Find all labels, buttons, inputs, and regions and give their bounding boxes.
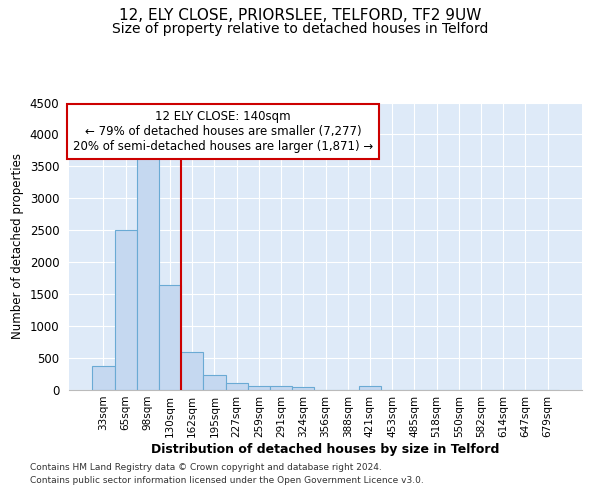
- Bar: [181, 352, 203, 390]
- Bar: [359, 386, 381, 390]
- X-axis label: Distribution of detached houses by size in Telford: Distribution of detached houses by size …: [151, 442, 500, 456]
- Bar: [226, 384, 248, 390]
- Bar: [203, 374, 226, 390]
- Text: Contains public sector information licensed under the Open Government Licence v3: Contains public sector information licen…: [30, 476, 424, 485]
- Text: Contains HM Land Registry data © Crown copyright and database right 2024.: Contains HM Land Registry data © Crown c…: [30, 462, 382, 471]
- Bar: [292, 387, 314, 390]
- Bar: [92, 366, 115, 390]
- Y-axis label: Number of detached properties: Number of detached properties: [11, 153, 24, 340]
- Bar: [137, 150, 159, 390]
- Text: 12, ELY CLOSE, PRIORSLEE, TELFORD, TF2 9UW: 12, ELY CLOSE, PRIORSLEE, TELFORD, TF2 9…: [119, 8, 481, 22]
- Bar: [248, 386, 270, 390]
- Text: Size of property relative to detached houses in Telford: Size of property relative to detached ho…: [112, 22, 488, 36]
- Bar: [115, 230, 137, 390]
- Bar: [159, 285, 181, 390]
- Text: 12 ELY CLOSE: 140sqm
← 79% of detached houses are smaller (7,277)
20% of semi-de: 12 ELY CLOSE: 140sqm ← 79% of detached h…: [73, 110, 373, 152]
- Bar: [270, 386, 292, 390]
